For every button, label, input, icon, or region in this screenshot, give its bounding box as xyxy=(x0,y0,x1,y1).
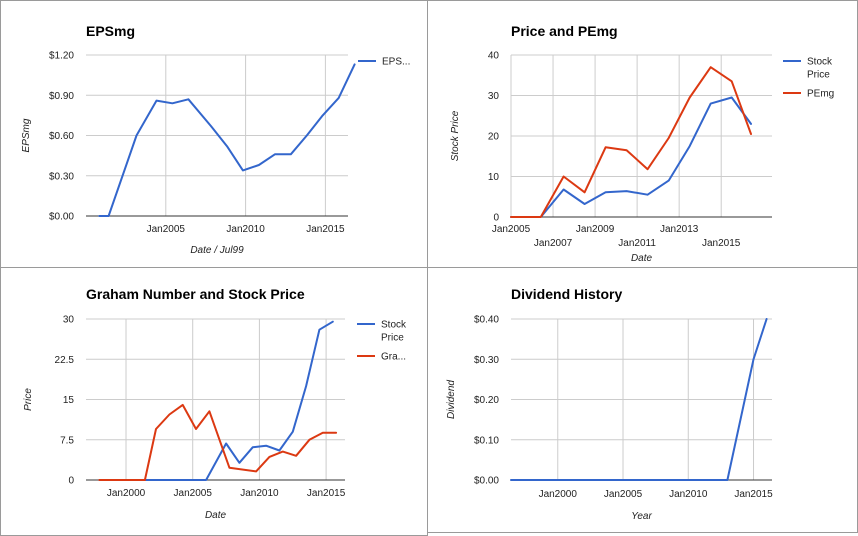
pemg-line xyxy=(510,66,752,218)
dividend-chart-panel: Dividend History $0.00 $0.10 $0.20 $0.30 $0.4… xyxy=(427,267,858,533)
y-tick-label: 22.5 xyxy=(55,355,75,366)
legend-item-stock-price[interactable]: Stock Price xyxy=(357,320,407,344)
stock-price-line xyxy=(510,96,752,218)
chart-title: Dividend History xyxy=(511,286,622,302)
legend-label: Stock xyxy=(807,57,833,68)
y-tick-label: 10 xyxy=(488,172,500,183)
price-pe-chart-panel: Price and PEmg 0 10 20 30 40 Jan2005 Jan2007 Jan… xyxy=(427,0,858,268)
y-tick-label: 30 xyxy=(63,315,75,326)
legend-item-gra[interactable]: Gra... xyxy=(357,352,406,363)
x-tick-label: Jan2005 xyxy=(174,488,213,499)
price-pe-chart: Price and PEmg010203040Jan2005Jan2007Jan… xyxy=(450,23,834,264)
legend-label: PEmg xyxy=(807,89,834,100)
legend-item-pemg[interactable]: PEmg xyxy=(783,89,834,100)
chart-title: Graham Number and Stock Price xyxy=(86,286,305,302)
y-tick-label: $0.90 xyxy=(49,91,74,102)
x-axis-title: Date / Jul99 xyxy=(190,245,244,256)
eps-line xyxy=(98,63,356,217)
legend-item-eps[interactable]: EPS... xyxy=(358,57,410,68)
y-axis-title: Stock Price xyxy=(450,110,461,161)
legend-label: Gra... xyxy=(381,352,406,363)
x-tick-label: Jan2000 xyxy=(539,489,578,500)
eps-chart: EPSmg $0.00 $0.30 $0.60 $0.90 $1.20 Jan2005 Jan… xyxy=(21,23,410,256)
y-tick-label: 0 xyxy=(493,213,499,224)
x-tick-label: Jan2009 xyxy=(576,224,615,235)
y-axis-title: EPSmg xyxy=(21,118,32,152)
x-tick-label: Jan2000 xyxy=(107,488,146,499)
y-tick-label: $0.40 xyxy=(474,315,499,326)
x-tick-label: Jan2015 xyxy=(307,488,346,499)
legend-item-stock-price[interactable]: Stock Price xyxy=(783,57,833,81)
stock-price-line xyxy=(98,320,334,481)
x-tick-label: Jan2013 xyxy=(660,224,699,235)
chart-title: Price and PEmg xyxy=(511,23,618,39)
y-tick-label: $0.30 xyxy=(474,355,499,366)
graham-chart-panel: Graham Number and Stock Price 0 7.5 15 22.5 3… xyxy=(0,267,428,536)
y-tick-label: 0 xyxy=(68,476,74,487)
x-tick-label: Jan2007 xyxy=(534,238,573,249)
x-tick-label: Jan2005 xyxy=(147,224,186,235)
x-tick-label: Jan2010 xyxy=(240,488,279,499)
x-axis-title: Date xyxy=(631,253,653,264)
x-tick-label: Jan2005 xyxy=(492,224,531,235)
x-tick-label: Jan2011 xyxy=(618,238,656,249)
y-tick-label: $0.00 xyxy=(49,212,74,223)
y-tick-label: $0.10 xyxy=(474,435,499,446)
x-axis-title: Date xyxy=(205,510,227,521)
y-tick-label: 7.5 xyxy=(60,435,74,446)
legend-label: Price xyxy=(381,333,404,344)
graham-chart: Graham Number and Stock Price 0 7.5 15 22.5 3… xyxy=(23,286,407,521)
x-tick-label: Jan2010 xyxy=(226,224,265,235)
eps-chart-panel: EPSmg $0.00 $0.30 $0.60 $0.90 $1.20 Jan2005 Jan… xyxy=(0,0,428,268)
y-tick-label: 15 xyxy=(63,395,75,406)
gra-line xyxy=(98,403,338,481)
y-axis-title: Price xyxy=(23,388,34,411)
x-tick-label: Jan2015 xyxy=(306,224,345,235)
y-tick-label: 30 xyxy=(488,91,500,102)
x-tick-label: Jan2015 xyxy=(734,489,773,500)
legend-label: Stock xyxy=(381,320,407,331)
series-0-line xyxy=(510,318,768,481)
x-tick-label: Jan2005 xyxy=(604,489,643,500)
y-tick-label: $0.30 xyxy=(49,171,74,182)
y-tick-label: 40 xyxy=(488,51,500,62)
y-axis-title: Dividend xyxy=(446,380,457,419)
x-axis-title: Year xyxy=(631,511,652,522)
legend-label: EPS... xyxy=(382,57,410,68)
y-tick-label: $0.60 xyxy=(49,131,74,142)
y-tick-label: $0.00 xyxy=(474,476,499,487)
legend-label: Price xyxy=(807,70,830,81)
y-tick-label: $0.20 xyxy=(474,395,499,406)
chart-title: EPSmg xyxy=(86,23,135,39)
x-tick-label: Jan2015 xyxy=(702,238,741,249)
dividend-chart: Dividend History $0.00 $0.10 $0.20 $0.30 $0.4… xyxy=(446,286,773,522)
y-tick-label: $1.20 xyxy=(49,51,74,62)
y-tick-label: 20 xyxy=(488,132,500,143)
x-tick-label: Jan2010 xyxy=(669,489,708,500)
